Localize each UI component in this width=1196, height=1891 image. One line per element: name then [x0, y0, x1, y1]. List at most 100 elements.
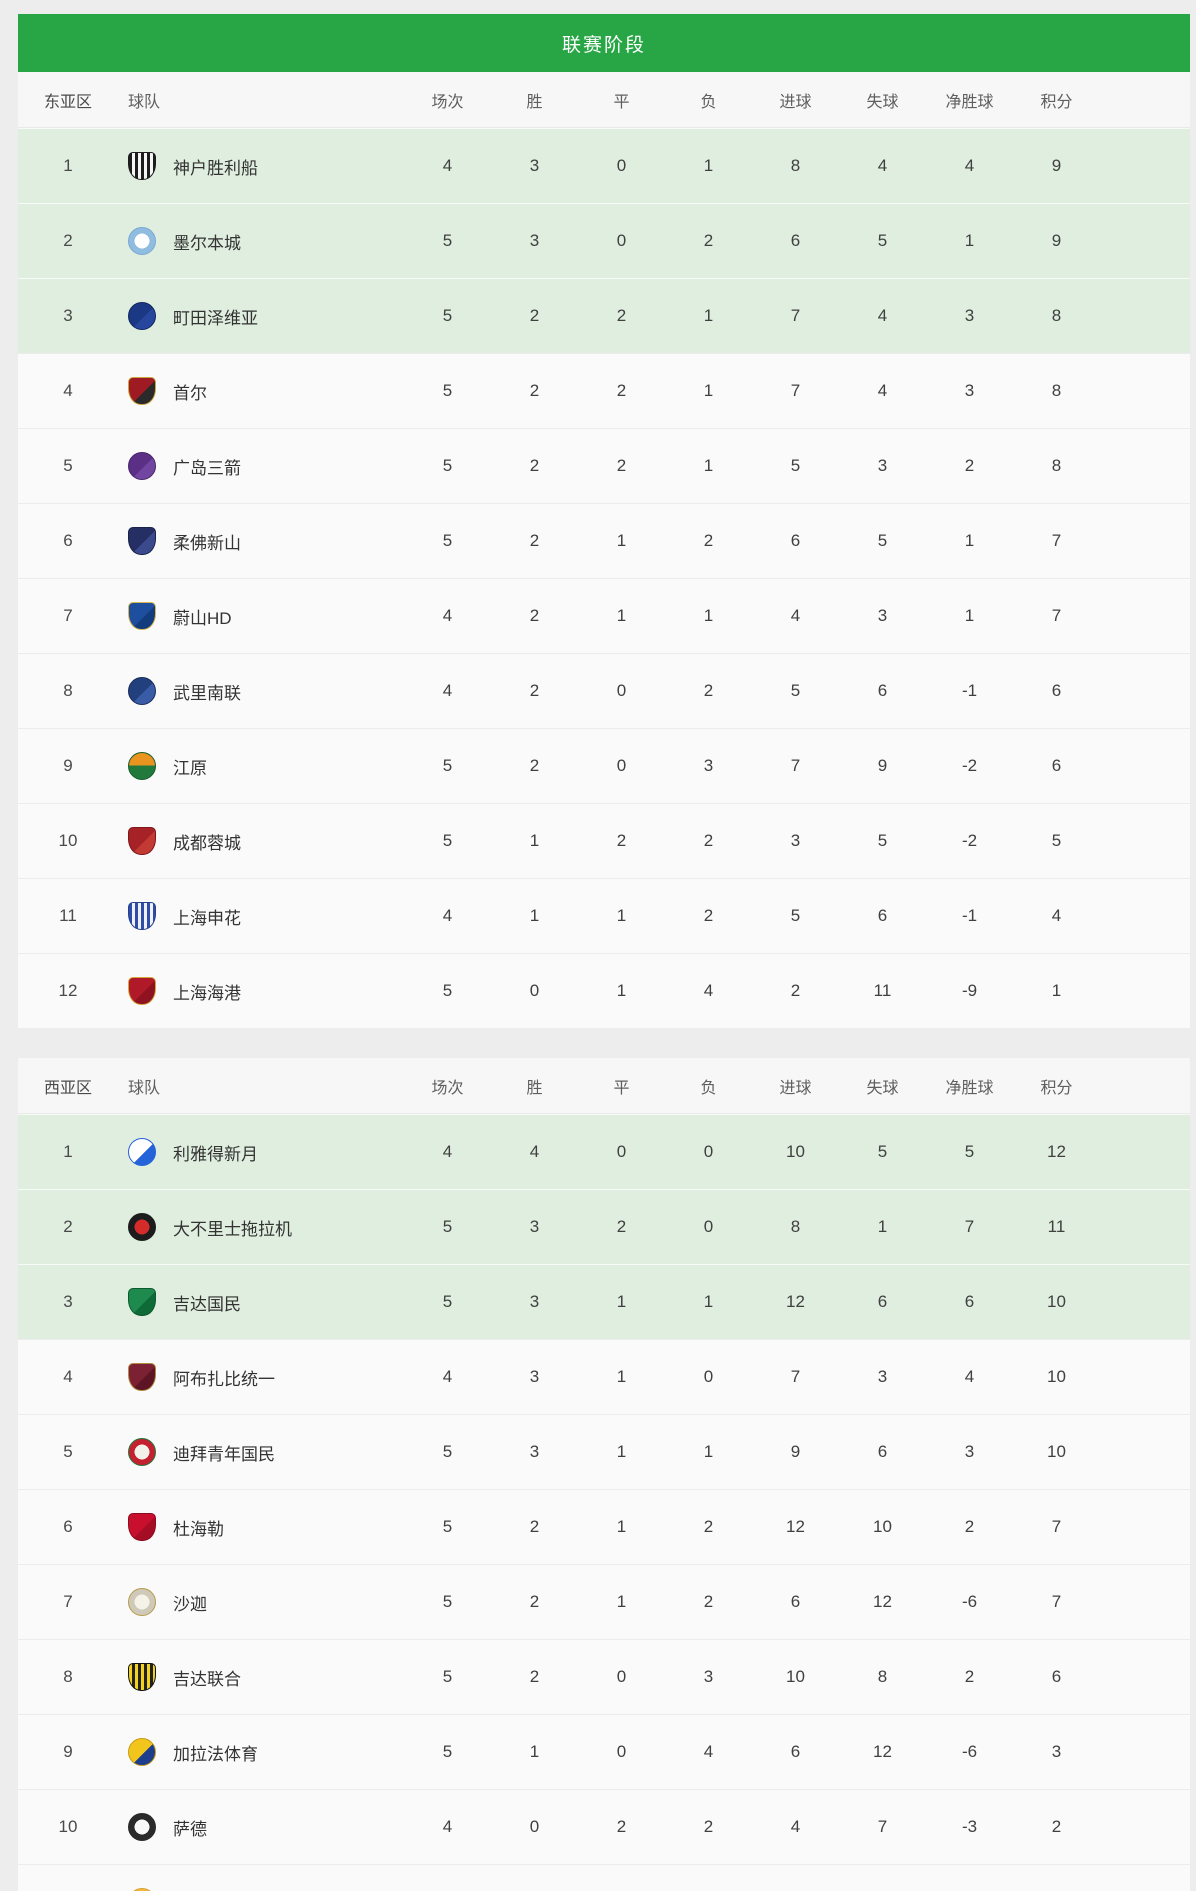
team-rank: 12 [58, 981, 78, 1000]
team-rank: 8 [63, 1667, 73, 1686]
stat-losses: 2 [703, 831, 714, 850]
team-row[interactable]: 4 阿布扎比统一 4 3 1 0 7 3 4 10 [18, 1339, 1190, 1414]
team-row[interactable]: 10 成都蓉城 5 1 2 2 3 5 -2 5 [18, 803, 1190, 878]
stat-goals_against: 12 [873, 1742, 892, 1761]
column-header-goals_against: 失球 [866, 93, 899, 111]
team-row[interactable]: 9 江原 5 2 0 3 7 9 -2 6 [18, 728, 1190, 803]
team-row[interactable]: 1 利雅得新月 4 4 0 0 10 5 5 12 [18, 1114, 1190, 1189]
stat-points: 4 [1051, 906, 1062, 925]
team-row[interactable]: 1 神户胜利船 4 3 0 1 8 4 4 9 [18, 128, 1190, 203]
west-zone-section: 西亚区 球队 场次胜平负进球 失球 净胜球 积分 1 利雅得新月 4 4 0 0 10 5 5 12… [18, 1058, 1190, 1891]
stat-goal_diff: -2 [961, 756, 978, 775]
team-row[interactable]: 2 墨尔本城 5 3 0 2 6 5 1 9 [18, 203, 1190, 278]
team-row[interactable]: 2 大不里士拖拉机 5 3 2 0 8 1 7 11 [18, 1189, 1190, 1264]
stat-wins: 2 [529, 381, 540, 400]
team-row[interactable]: 6 柔佛新山 5 2 1 2 6 5 1 7 [18, 503, 1190, 578]
stat-goals_against: 11 [873, 981, 892, 1000]
stat-goal_diff: 3 [964, 306, 975, 325]
team-row[interactable]: 7 蔚山HD 4 2 1 1 4 3 1 7 [18, 578, 1190, 653]
stat-losses: 1 [703, 456, 714, 475]
stat-draws: 1 [616, 606, 627, 625]
team-logo [128, 1363, 156, 1391]
team-row[interactable]: 3 町田泽维亚 5 2 2 1 7 4 3 8 [18, 278, 1190, 353]
team-rank: 7 [63, 606, 73, 625]
stat-losses: 3 [703, 1667, 714, 1686]
team-row[interactable]: 6 杜海勒 5 2 1 2 12 10 2 7 [18, 1489, 1190, 1564]
league-stage-title-bar: 联赛阶段 [18, 14, 1190, 72]
stat-losses: 2 [703, 681, 714, 700]
stat-matches: 5 [442, 1442, 453, 1461]
stat-wins: 3 [529, 1217, 540, 1236]
stat-points: 6 [1051, 681, 1062, 700]
stat-goal_diff: -9 [961, 981, 978, 1000]
stat-losses: 3 [703, 756, 714, 775]
stat-wins: 1 [529, 1742, 540, 1761]
stat-draws: 0 [616, 756, 627, 775]
stat-goals_against: 12 [873, 1592, 892, 1611]
stat-matches: 4 [442, 1367, 453, 1386]
team-rank: 3 [63, 1292, 73, 1311]
stat-goals_for: 9 [790, 1442, 801, 1461]
stat-matches: 4 [442, 606, 453, 625]
column-header-goals_for: 进球 [779, 1079, 812, 1097]
team-cell: 迪拜青年国民 [118, 1438, 404, 1466]
team-row[interactable]: 5 广岛三箭 5 2 2 1 5 3 2 8 [18, 428, 1190, 503]
team-logo [128, 1663, 156, 1691]
stat-points: 12 [1047, 1142, 1066, 1161]
stat-points: 3 [1051, 1742, 1062, 1761]
team-row[interactable]: 7 沙迦 5 2 1 2 6 12 -6 7 [18, 1564, 1190, 1639]
team-row[interactable]: 5 迪拜青年国民 5 3 1 1 9 6 3 10 [18, 1414, 1190, 1489]
team-cell: 利雅得新月 [118, 1138, 404, 1166]
team-cell: 杜海勒 [118, 1513, 404, 1541]
stat-wins: 3 [529, 1292, 540, 1311]
team-cell: 大不里士拖拉机 [118, 1213, 404, 1241]
team-row[interactable]: 4 首尔 5 2 2 1 7 4 3 8 [18, 353, 1190, 428]
stat-goal_diff: 2 [964, 456, 975, 475]
stat-wins: 2 [529, 456, 540, 475]
team-row[interactable]: 12 上海海港 5 0 1 4 2 11 -9 1 [18, 953, 1190, 1028]
stat-goal_diff: -3 [961, 1817, 978, 1836]
team-row[interactable]: 10 萨德 4 0 2 2 4 7 -3 2 [18, 1789, 1190, 1864]
stat-wins: 2 [529, 306, 540, 325]
stat-points: 6 [1051, 1667, 1062, 1686]
team-name: 柔佛新山 [173, 533, 241, 553]
team-rank: 6 [63, 531, 73, 550]
column-header-losses: 负 [700, 1079, 717, 1097]
stat-goals_for: 7 [790, 1367, 801, 1386]
team-name: 萨德 [173, 1819, 207, 1839]
stat-goals_for: 4 [790, 606, 801, 625]
team-row[interactable]: 8 武里南联 4 2 0 2 5 6 -1 6 [18, 653, 1190, 728]
team-cell: 江原 [118, 752, 404, 780]
team-name: 吉达联合 [173, 1669, 241, 1689]
team-logo [128, 302, 156, 330]
column-header-losses: 负 [700, 93, 717, 111]
team-row[interactable]: 9 加拉法体育 5 1 0 4 6 12 -6 3 [18, 1714, 1190, 1789]
team-cell: 蔚山HD [118, 602, 404, 630]
stat-matches: 4 [442, 681, 453, 700]
stat-goal_diff: 1 [964, 606, 975, 625]
team-logo [128, 152, 156, 180]
team-row[interactable]: 3 吉达国民 5 3 1 1 12 6 6 10 [18, 1264, 1190, 1339]
column-header-points: 积分 [1040, 93, 1073, 111]
stat-points: 2 [1051, 1817, 1062, 1836]
stat-draws: 1 [616, 1292, 627, 1311]
column-header-points: 积分 [1040, 1079, 1073, 1097]
team-row[interactable]: 11 上海申花 4 1 1 2 5 6 -1 4 [18, 878, 1190, 953]
team-row[interactable]: 8 吉达联合 5 2 0 3 10 8 2 6 [18, 1639, 1190, 1714]
team-logo [128, 1813, 156, 1841]
stat-draws: 2 [616, 456, 627, 475]
team-row-partial[interactable] [18, 1864, 1190, 1891]
team-logo [128, 902, 156, 930]
stat-losses: 1 [703, 1292, 714, 1311]
stat-wins: 2 [529, 531, 540, 550]
east-zone-card: 联赛阶段 东亚区 球队 场次 胜 平 负 进球 失球 净胜球 积分 1 神户胜利船 4 3 0 1 8… [18, 14, 1190, 1028]
team-logo [128, 977, 156, 1005]
stat-goals_against: 4 [877, 306, 888, 325]
stat-points: 8 [1051, 306, 1062, 325]
team-cell: 首尔 [118, 377, 404, 405]
stat-goals_for: 7 [790, 756, 801, 775]
team-cell [118, 1888, 1100, 1891]
stat-draws: 1 [616, 1592, 627, 1611]
team-rank: 3 [63, 306, 73, 325]
stat-goals_for: 10 [786, 1667, 805, 1686]
